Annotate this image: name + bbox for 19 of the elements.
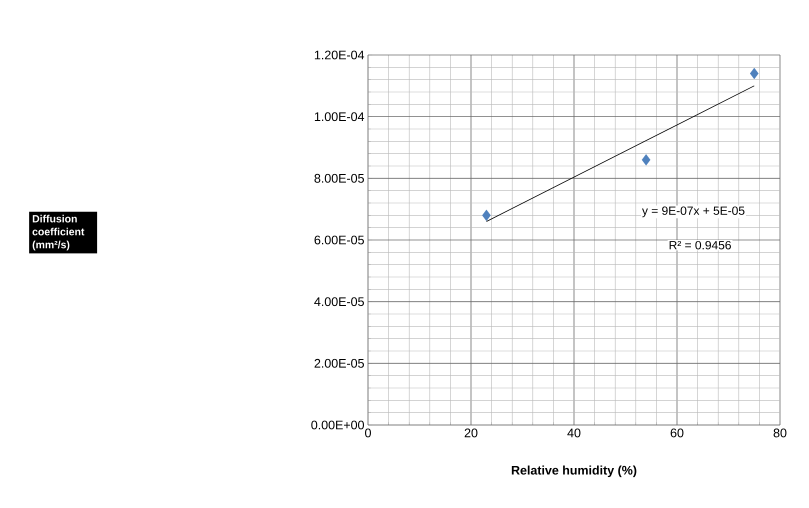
x-tick-label: 0: [365, 428, 371, 438]
y-tick-label: 2.00E-05: [314, 358, 364, 368]
x-tick-label: 20: [464, 428, 478, 438]
point: [482, 210, 491, 222]
y-tick-label: 8.00E-05: [314, 174, 364, 183]
text: Diffusion coefficient (mm²/s): [32, 214, 84, 250]
point: [750, 68, 759, 80]
annotation: R² = 0.9456: [670, 240, 731, 250]
y-tick-label: 0.00E+00: [311, 420, 364, 430]
y-tick-label: 4.00E-05: [314, 297, 364, 306]
y-tick-label: 1.00E-04: [314, 112, 364, 122]
y-tick-label: 6.00E-05: [314, 236, 364, 244]
x-axis-title: Relative humidity (%): [512, 466, 636, 478]
y-tick-label: 1.20E-04: [314, 50, 364, 60]
x-tick-label: 40: [567, 428, 580, 438]
annotation: y = 9E-07x + 5E-05: [642, 206, 744, 218]
x-tick-label: 60: [670, 428, 684, 438]
x-tick-label: 80: [774, 428, 786, 438]
point: [642, 154, 650, 166]
